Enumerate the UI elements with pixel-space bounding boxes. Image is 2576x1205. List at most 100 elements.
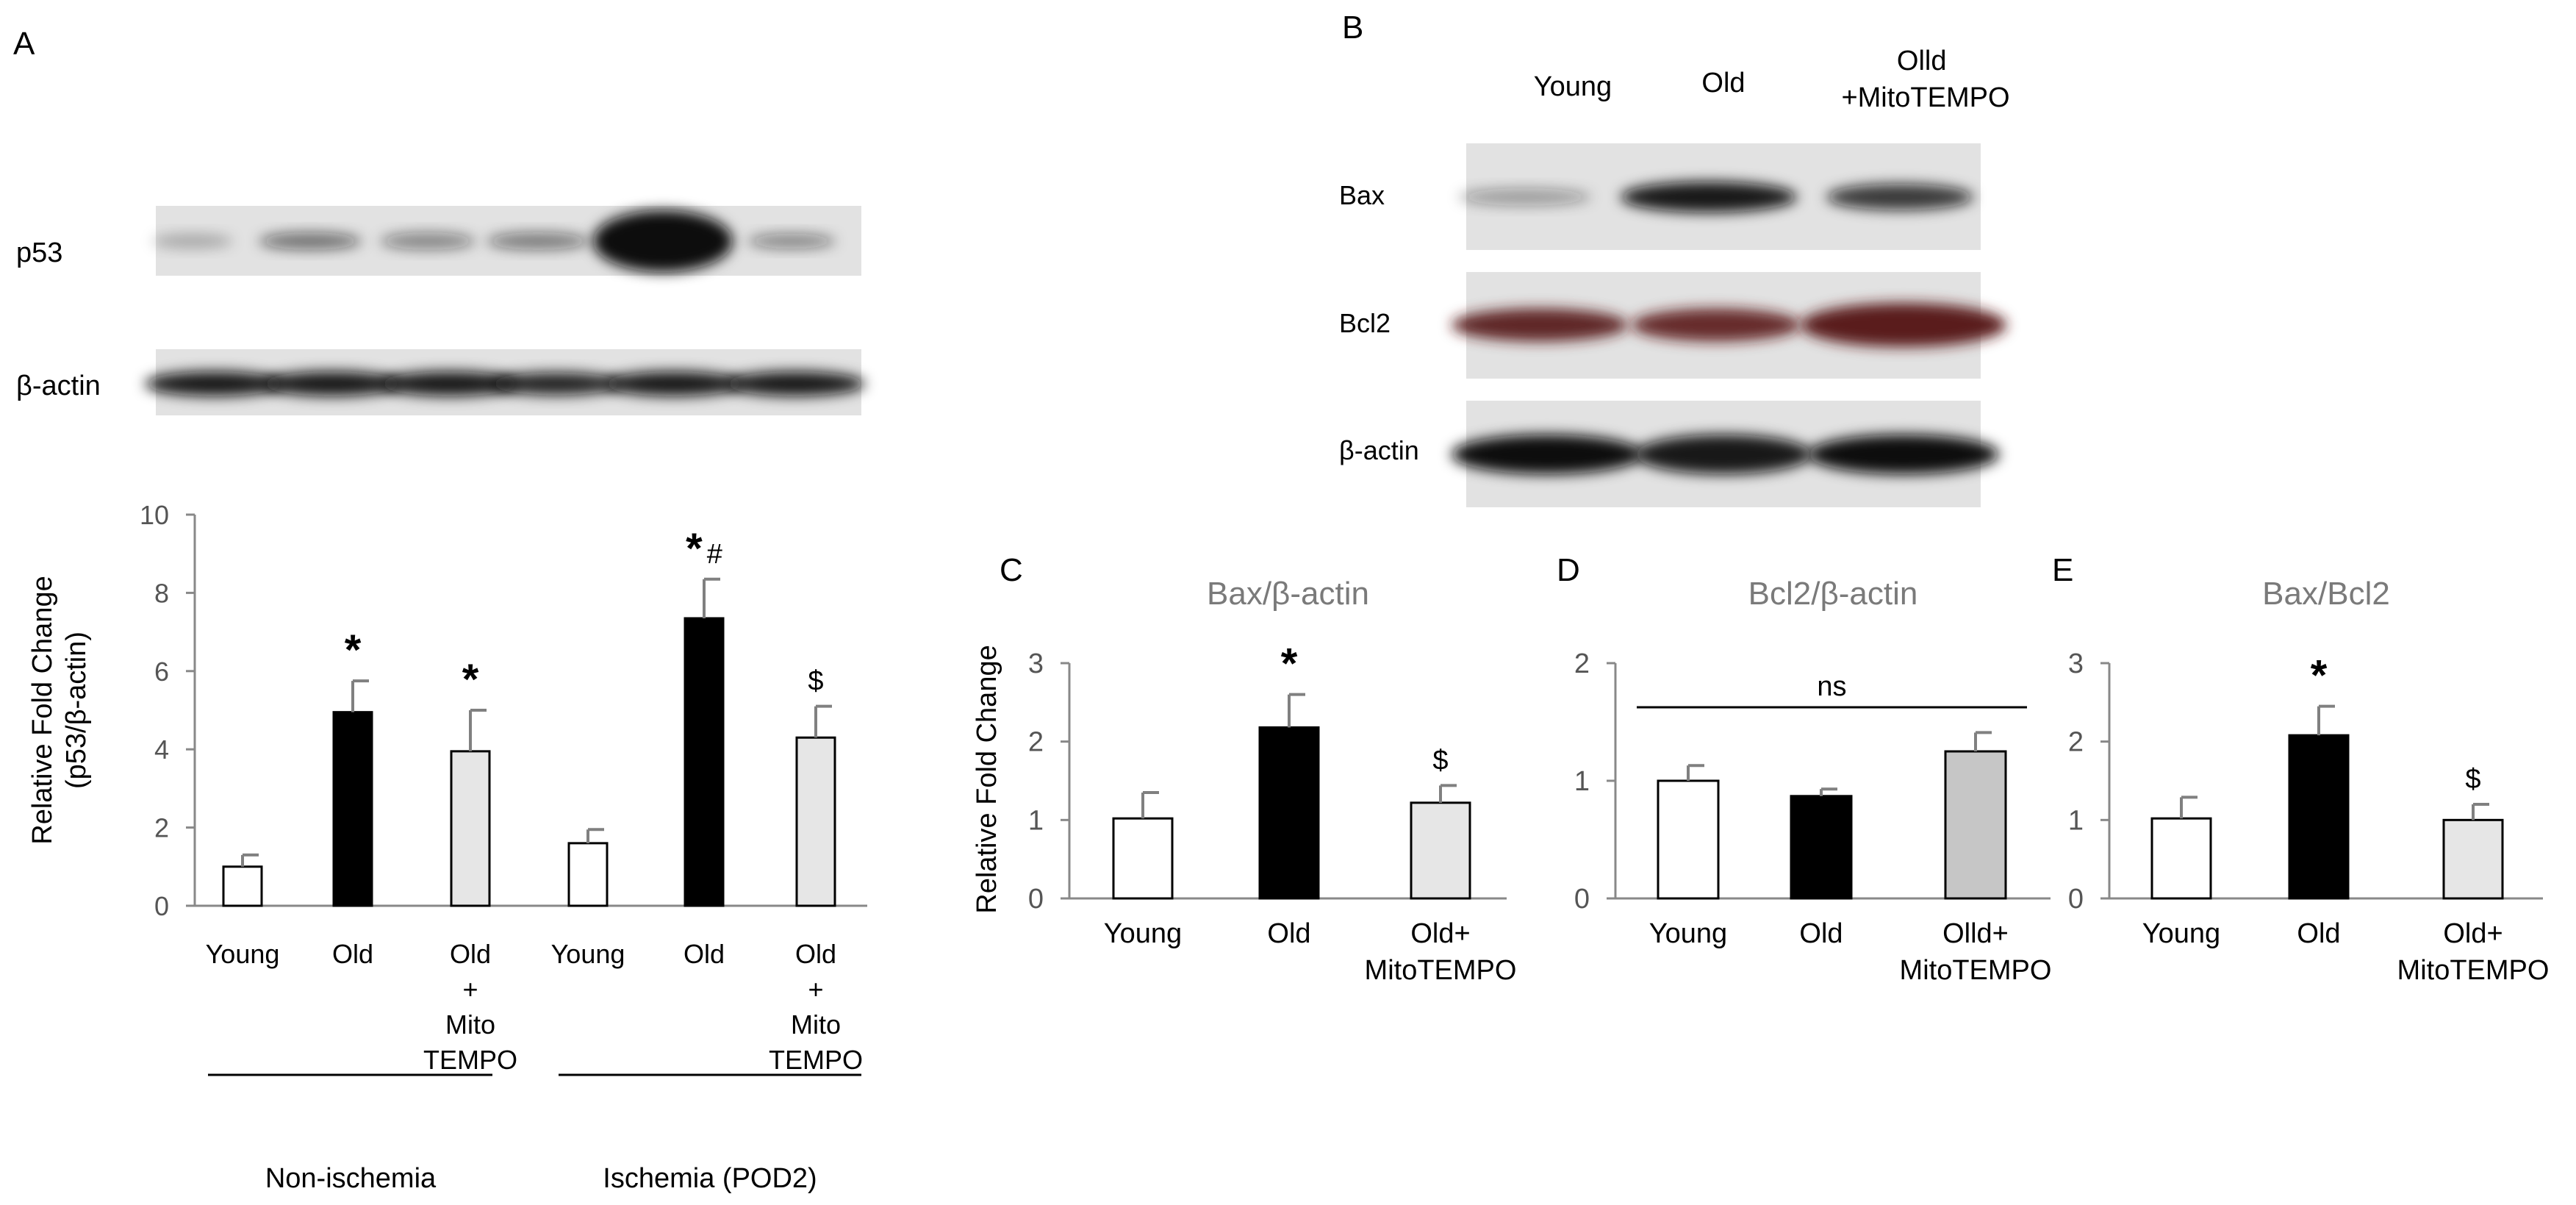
y-tick-label: 2 xyxy=(1028,727,1044,758)
blot-label-b-actin-b: β-actin xyxy=(1339,435,1419,465)
y-tick-label: 3 xyxy=(2068,648,2084,679)
western-blot-b-actin-b xyxy=(1452,401,1999,507)
y-tick-label: 0 xyxy=(1028,884,1044,915)
significance-marker: * xyxy=(2311,652,2328,700)
y-tick-label: 2 xyxy=(154,813,169,843)
bar xyxy=(2288,734,2350,900)
blot-label-b-actin-a: β-actin xyxy=(16,371,101,401)
x-tick-label: Old xyxy=(1267,918,1310,949)
blot-band xyxy=(593,210,733,272)
bar xyxy=(1944,750,2007,900)
bar xyxy=(222,865,263,907)
bar xyxy=(2442,818,2504,900)
significance-marker: $ xyxy=(808,666,823,697)
blot-band xyxy=(1452,308,1628,342)
x-tick-label: Young xyxy=(1649,918,1727,949)
blot-band xyxy=(604,371,744,396)
chart-bax-bcl2: Bax/Bcl2 0 1 2 3 Young * Old $ Old+ MitoTEMPO xyxy=(2068,576,2550,986)
blot-band xyxy=(1452,435,1643,474)
x-tick-label: Old+MitoTEMPO xyxy=(2397,918,2550,986)
blot-band xyxy=(259,232,362,250)
y-tick-label: 6 xyxy=(154,657,169,687)
x-tick-label: Olld+ MitoTEMPO xyxy=(1900,918,2052,986)
bar xyxy=(1112,817,1174,900)
blot-band xyxy=(747,233,836,249)
chart-bcl2-b-actin: Bcl2/β-actin 0 1 2 Young Old Olld+ MitoTEMPO ns xyxy=(1574,576,2052,986)
y-tick-label: 1 xyxy=(1574,766,1590,797)
blot-band xyxy=(1459,188,1591,206)
y-tick-label: 1 xyxy=(2068,805,2084,836)
bar xyxy=(567,842,609,907)
significance-marker: * xyxy=(1281,640,1298,688)
y-tick-label: 0 xyxy=(1574,884,1590,915)
blot-band xyxy=(1808,435,1999,474)
y-tick-label: 1 xyxy=(1028,805,1044,836)
panel-d-letter: D xyxy=(1557,552,1580,588)
panel-c-letter: C xyxy=(1000,552,1023,588)
blot-band xyxy=(380,232,476,250)
blot-band xyxy=(1635,435,1812,474)
western-blot-b-actin-a xyxy=(145,349,865,415)
y-tick-label: 2 xyxy=(2068,727,2084,758)
significance-marker: * # xyxy=(686,525,722,573)
panel-e-letter: E xyxy=(2052,552,2073,588)
bar xyxy=(795,736,836,907)
blot-band xyxy=(1632,308,1801,342)
blot-band xyxy=(380,371,520,396)
blot-band xyxy=(725,371,865,396)
x-tick-label: Young xyxy=(206,939,280,969)
bar xyxy=(1790,795,1853,900)
blot-band xyxy=(262,371,402,396)
western-blot-bax xyxy=(1459,143,1981,250)
x-tick-label: Old xyxy=(2297,918,2340,949)
y-axis-label: Relative Fold Change (p53/β-actin) xyxy=(27,576,92,844)
x-tick-label: Old+MitoTEMPO xyxy=(1365,918,1517,986)
significance-marker: $ xyxy=(1432,745,1448,776)
x-tick-label: Old xyxy=(684,939,725,969)
y-axis-label: Relative Fold Change xyxy=(972,645,1002,913)
y-tick-label: 2 xyxy=(1574,648,1590,679)
chart-bax-b-actin: Bax/β-actin 0 1 2 3 Relative Fold Change Young… xyxy=(972,576,1516,986)
blot-band xyxy=(490,372,623,396)
bar xyxy=(450,750,491,907)
x-tick-label: Old xyxy=(332,939,373,969)
lane-label-old-mitotempo: Olld +MitoTEMPO xyxy=(1841,46,2009,113)
x-tick-label: Old xyxy=(1799,918,1843,949)
y-tick-label: 0 xyxy=(2068,884,2084,915)
blot-label-p53: p53 xyxy=(16,237,62,268)
blot-band xyxy=(145,371,284,396)
blot-label-bcl2: Bcl2 xyxy=(1339,308,1391,338)
western-blot-p53 xyxy=(152,206,861,276)
chart-title: Bcl2/β-actin xyxy=(1748,576,1918,612)
chart-title: Bax/Bcl2 xyxy=(2262,576,2390,612)
blot-band xyxy=(1826,184,1973,210)
lane-label-old: Old xyxy=(1701,68,1745,99)
bar xyxy=(1258,726,1320,900)
blot-band xyxy=(487,232,589,250)
bar xyxy=(332,711,373,907)
significance-marker: * xyxy=(345,626,362,674)
bar xyxy=(1410,801,1471,900)
blot-band xyxy=(1801,303,2006,347)
bar xyxy=(684,617,725,907)
western-blot-bcl2 xyxy=(1452,272,2006,379)
y-tick-label: 0 xyxy=(154,891,169,921)
significance-marker: * xyxy=(462,656,479,704)
chart-p53: 0 2 4 6 8 10 Relative Fold Change (p53/β-actin)… xyxy=(27,500,867,1075)
lane-label-young: Young xyxy=(1534,71,1612,102)
y-tick-label: 8 xyxy=(154,578,169,608)
y-tick-label: 3 xyxy=(1028,648,1044,679)
x-tick-label: Young xyxy=(551,939,625,969)
bar xyxy=(2150,817,2212,900)
blot-label-bax: Bax xyxy=(1339,180,1385,210)
y-tick-label: 10 xyxy=(140,500,169,530)
x-tick-label: Young xyxy=(1104,918,1182,949)
ns-label: ns xyxy=(1817,671,1846,702)
blot-band xyxy=(1621,182,1797,212)
panel-b-letter: B xyxy=(1342,10,1363,46)
group-label-ischemia: Ischemia (POD2) xyxy=(603,1163,817,1194)
group-label-non-ischemia: Non-ischemia xyxy=(265,1163,437,1194)
